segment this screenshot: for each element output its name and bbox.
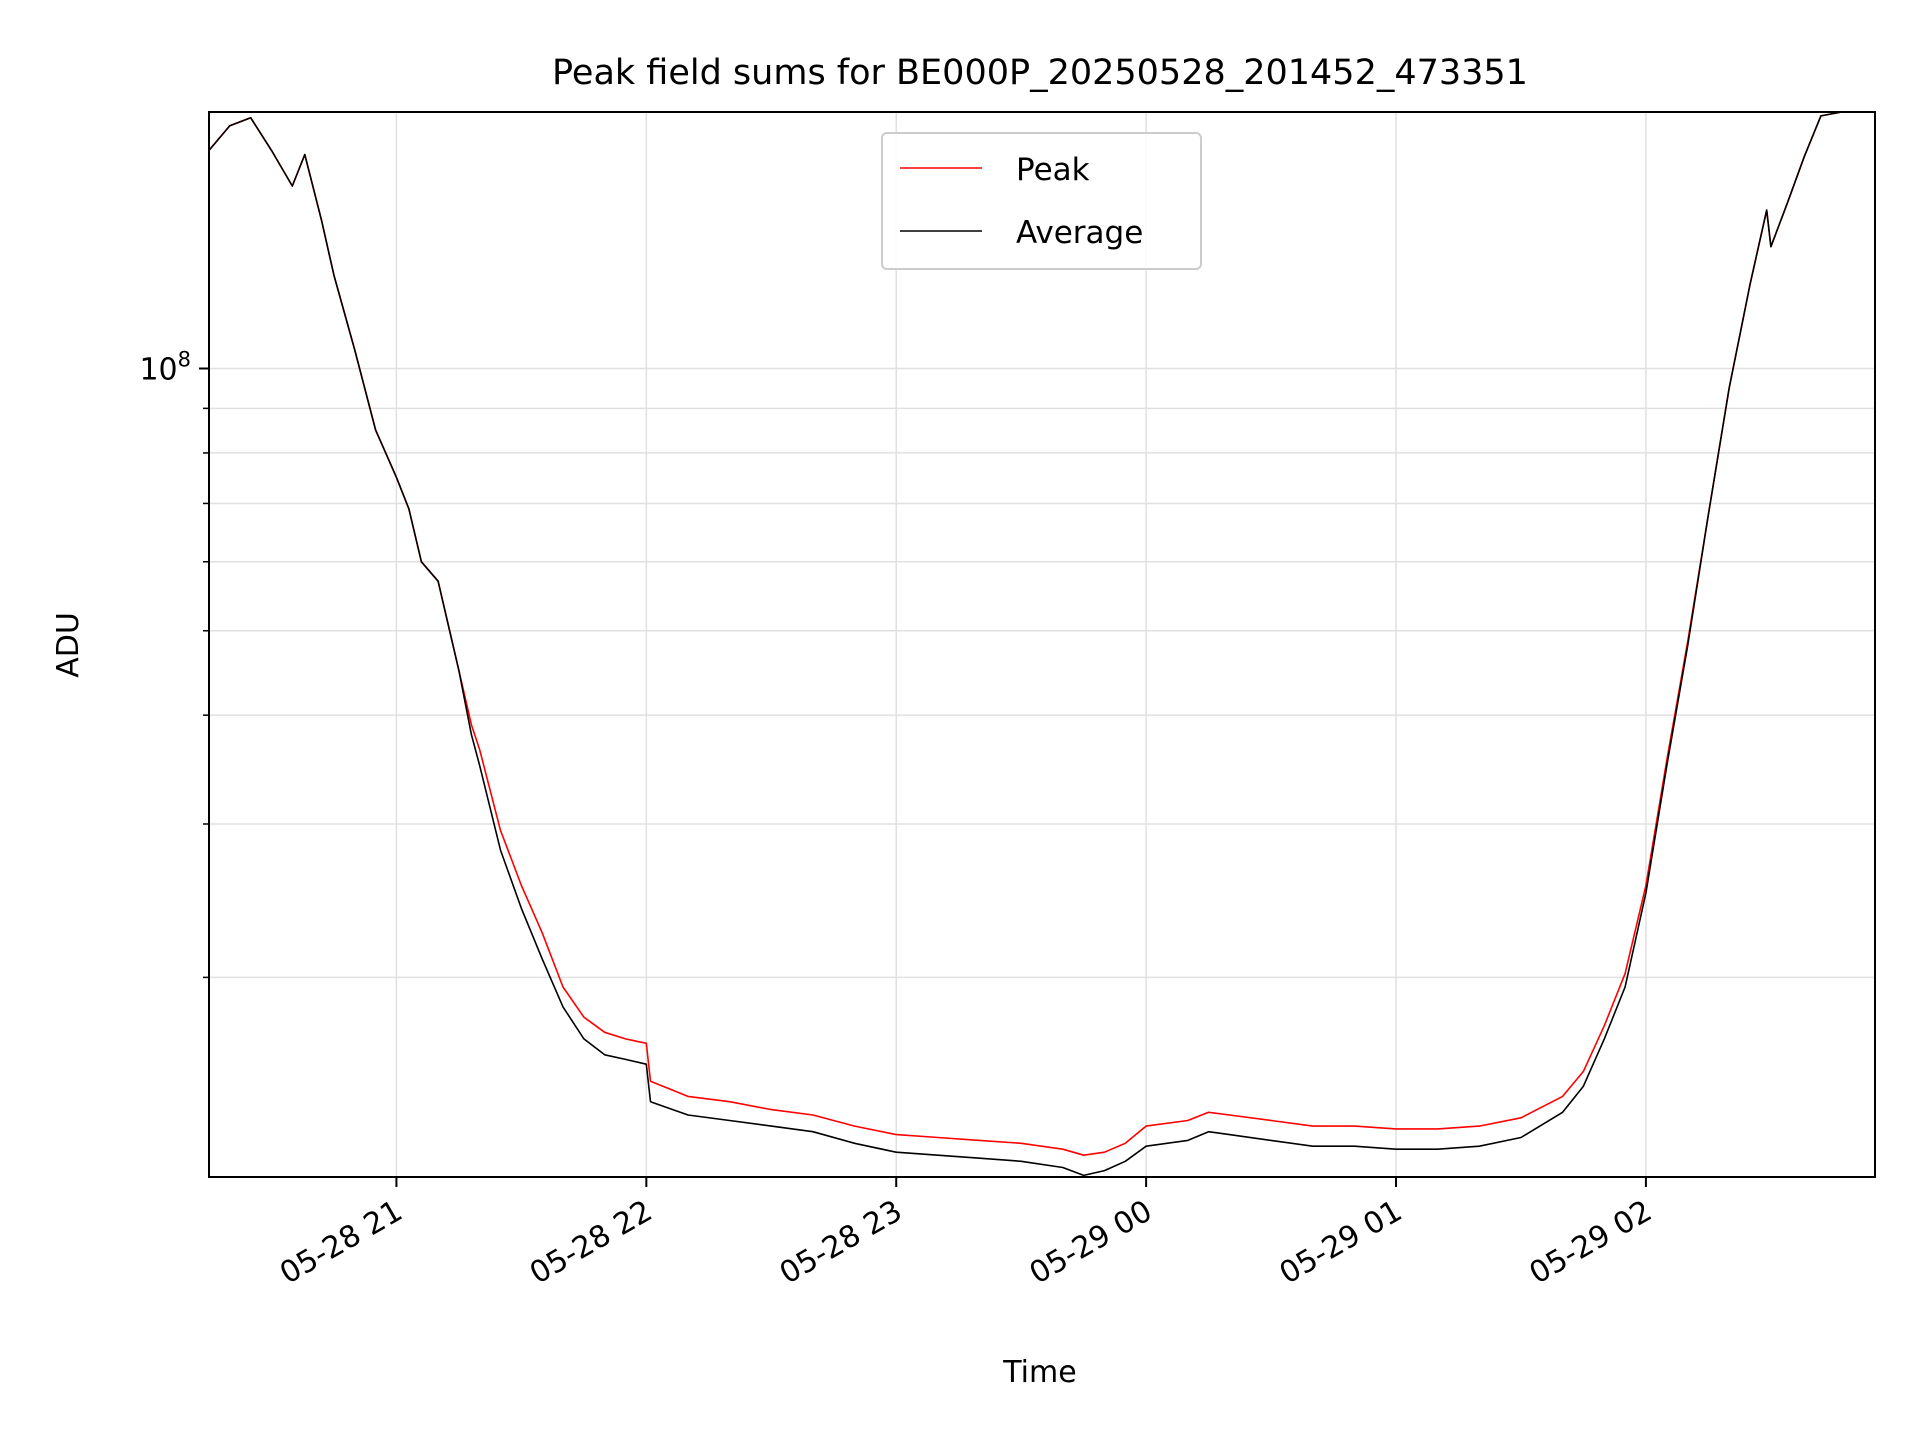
x-axis-label: Time bbox=[1002, 1355, 1076, 1390]
series-layer bbox=[208, 111, 1875, 1177]
plot-frame bbox=[208, 111, 1876, 1178]
legend-box bbox=[881, 132, 1202, 270]
legend-label-average: Average bbox=[1016, 215, 1143, 251]
legend-label-peak: Peak bbox=[1016, 152, 1090, 188]
legend: Peak Average bbox=[881, 132, 1202, 270]
series-line-average bbox=[208, 111, 1875, 1177]
y-axis-label: ADU bbox=[51, 612, 86, 678]
y-tick-label: 108 bbox=[139, 348, 191, 388]
chart-title: Peak field sums for BE000P_20250528_2014… bbox=[552, 53, 1528, 93]
grid-lines bbox=[209, 112, 1875, 1177]
